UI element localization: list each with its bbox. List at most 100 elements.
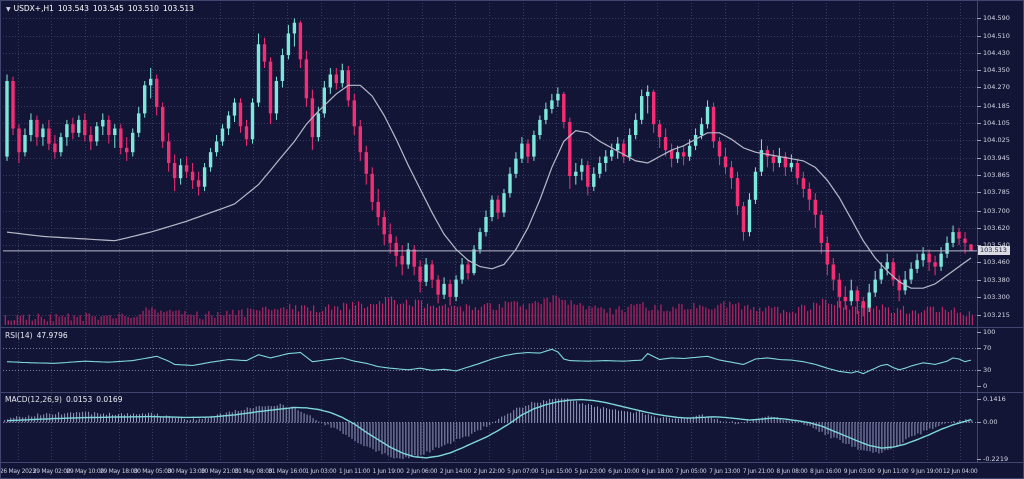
time-axis-label: 7 Jun 21:00 [742,468,774,475]
candle-body [646,91,650,97]
panel-separators [1,1,1023,463]
time-axis-label: 8 Jun 16:00 [810,468,842,475]
candle-body [508,173,512,194]
time-axis-label: 6 Jun 18:00 [641,468,673,475]
candle-body [364,152,368,174]
time-axis-label: 1 Jun 19:00 [372,468,404,475]
symbol-dropdown-marker[interactable]: ▼ [6,6,11,13]
rsi-indicator-name: RSI(14) [5,331,33,340]
candle-body [400,255,404,265]
candle-body [376,201,380,217]
candle-body [616,143,620,151]
candle-body [735,178,740,207]
candle-body [190,171,195,181]
candle-body [855,290,859,302]
candle-body [550,100,554,109]
time-axis-label: 9 Jun 03:00 [843,468,875,475]
time-axis-label: 26 May 2023 [0,468,36,475]
candle-body [580,165,584,172]
rsi-value: 47.9796 [36,331,68,340]
price-axis-label: 103.700 [983,206,1010,215]
candle-body [125,147,129,153]
candle-body [640,96,644,120]
candle-body [59,137,63,153]
candle-body [586,165,590,187]
candle-body [831,264,835,280]
candle-body [897,279,901,291]
candle-body [101,119,105,127]
time-axis-label: 7 Jun 05:00 [675,468,707,475]
price-axis-label: 103.620 [983,223,1010,232]
candle-body [89,135,93,142]
candle-body [837,279,841,297]
macd-value-signal: 0.0169 [96,395,123,404]
candle-body [442,283,446,295]
candle-body [436,279,440,295]
candle-body [915,260,919,269]
candle-body [95,126,99,142]
candle-body [250,102,255,140]
candle-body [430,264,434,280]
time-axis-label: 2 Jun 06:00 [406,468,438,475]
candle-body [298,22,303,60]
time-axis-label: 30 May 21:00 [200,468,239,475]
candle-body [556,93,560,101]
axis-ticks [977,18,981,460]
time-axis-label: 7 Jun 13:00 [709,468,741,475]
candle-body [652,91,656,125]
ohlc-close: 103.513 [162,4,194,13]
candle-body [849,290,853,302]
candle-body [184,165,189,172]
candle-body [610,150,614,157]
candle-body [149,78,153,86]
candle-body [202,167,207,187]
candle-body [466,264,470,274]
candle-body [5,81,9,157]
candle-body [675,152,680,159]
rsi-line [6,348,972,375]
candle-body [304,59,309,99]
candle-body [819,214,823,243]
candle-body [244,126,249,140]
candle-body [783,156,788,168]
price-axis-label: 103.540 [983,241,1010,250]
candle-body [657,124,662,138]
candle-body [598,163,602,174]
rsi-panel-label: RSI(14) 47.9796 [5,331,68,340]
rsi-axis-label: 30 [983,365,992,374]
candle-body [352,100,356,127]
candle-body [256,44,261,103]
time-axis-label: 31 May 16:00 [268,468,306,475]
symbol-period-label: USDX+,H1 [13,4,54,13]
macd-panel-label: MACD(12,26,9) 0.0153 0.0169 [5,395,122,404]
time-axis-label: 30 May 05:00 [133,468,172,475]
candle-body [334,74,338,84]
candle-body [71,124,75,133]
candle-body [484,217,488,233]
chart-title-bar: ▼ USDX+,H1 103.543 103.545 103.510 103.513 [6,4,194,13]
candle-body [622,143,626,157]
time-axis-label: 9 Jun 19:00 [911,468,943,475]
candle-body [927,253,931,263]
ma-line [6,84,972,289]
candle-body [729,167,734,179]
candle-body [412,249,416,267]
macd-axis-label: -0.2219 [983,455,1009,463]
candle-body [131,132,135,153]
candle-body [238,102,243,127]
candle-body [957,232,961,239]
candle-body [53,143,57,153]
candle-body [448,283,452,297]
candle-body [286,33,291,56]
candle-body [232,102,237,116]
price-axis-label: 104.025 [983,136,1010,145]
macd-axis-label: 0.00 [983,418,998,427]
candle-body [77,119,81,133]
candle-body [723,156,728,168]
candle-body [155,78,159,107]
candle-body [592,173,596,187]
candle-body [196,180,201,187]
candle-body [292,22,297,34]
